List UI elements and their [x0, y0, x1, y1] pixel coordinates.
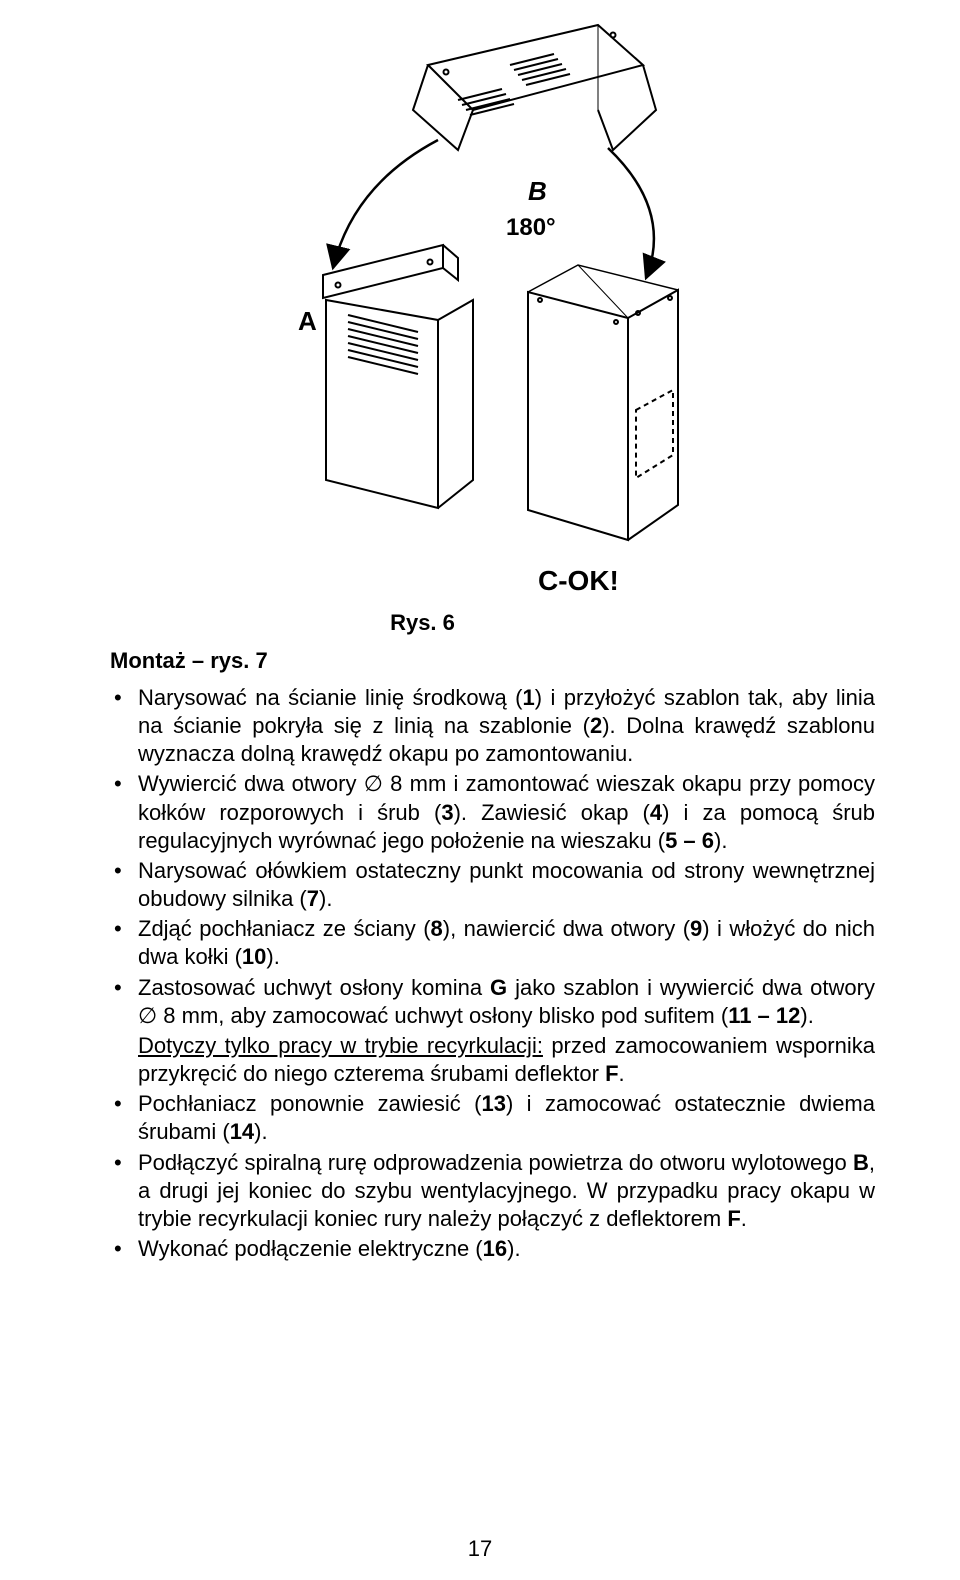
list-subnote: Dotyczy tylko pracy w trybie recyrkulacj…: [110, 1032, 875, 1088]
list-item: Pochłaniacz ponownie zawiesić (13) i zam…: [110, 1090, 875, 1146]
list-item: Narysować na ścianie linię środkową (1) …: [110, 684, 875, 768]
document-page: A B 180° C-OK! Rys. 6 Montaż – rys. 7 Na…: [0, 0, 960, 1580]
figure-caption: Rys. 6: [0, 610, 875, 636]
diagram-svg: A B 180° C-OK!: [278, 10, 708, 600]
instruction-list-cont: Pochłaniacz ponownie zawiesić (13) i zam…: [110, 1090, 875, 1263]
list-item: Wywiercić dwa otwory ∅ 8 mm i zamontować…: [110, 770, 875, 854]
label-a: A: [298, 306, 317, 336]
figure-container: A B 180° C-OK! Rys. 6: [110, 10, 875, 636]
list-item: Zastosować uchwyt osłony komina G jako s…: [110, 974, 875, 1030]
assembly-diagram: A B 180° C-OK!: [278, 10, 708, 605]
label-angle: 180°: [506, 214, 556, 241]
list-item: Wykonać podłączenie elektryczne (16).: [110, 1235, 875, 1263]
page-number: 17: [0, 1536, 960, 1562]
list-item: Zdjąć pochłaniacz ze ściany (8), nawierc…: [110, 915, 875, 971]
section-heading: Montaż – rys. 7: [110, 648, 875, 674]
instruction-list: Narysować na ścianie linię środkową (1) …: [110, 684, 875, 1030]
label-ok: C-OK!: [538, 565, 619, 596]
list-item: Podłączyć spiralną rurę odprowadzenia po…: [110, 1149, 875, 1233]
label-b: B: [528, 176, 547, 206]
list-item: Narysować ołówkiem ostateczny punkt moco…: [110, 857, 875, 913]
